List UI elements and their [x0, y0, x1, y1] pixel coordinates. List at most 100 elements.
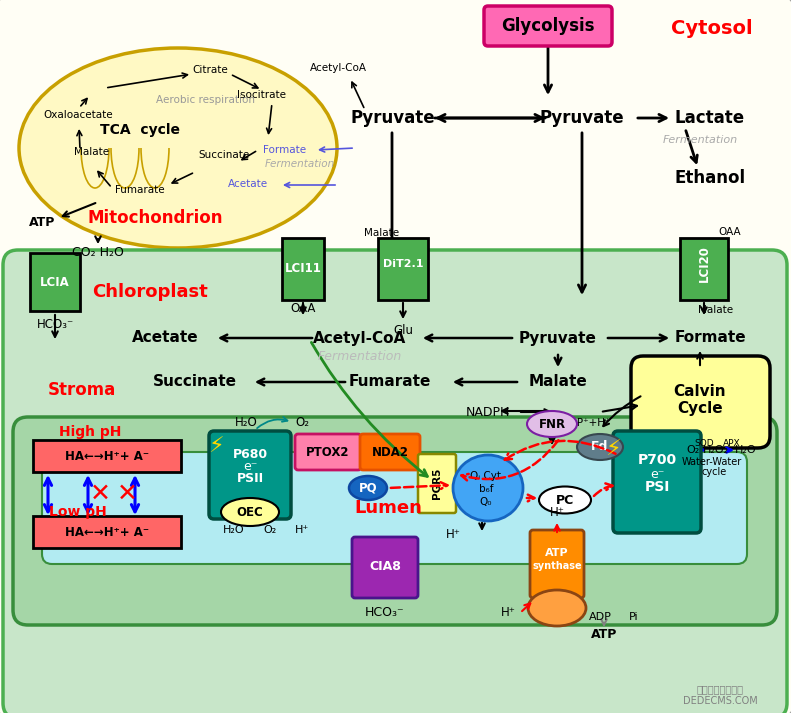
Text: O₂: O₂ — [295, 416, 309, 429]
Text: Acetyl-CoA: Acetyl-CoA — [309, 63, 366, 73]
Text: Citrate: Citrate — [192, 65, 228, 75]
Bar — [378, 238, 428, 300]
Text: Malate: Malate — [528, 374, 588, 389]
Text: PQ: PQ — [358, 481, 377, 495]
Text: Fermentation: Fermentation — [662, 135, 737, 145]
Text: ADP: ADP — [589, 612, 611, 622]
Text: Qᵢ Cyt: Qᵢ Cyt — [471, 471, 501, 481]
Text: Malate: Malate — [74, 147, 110, 157]
Bar — [30, 253, 80, 311]
Text: b₆f: b₆f — [479, 484, 494, 494]
Ellipse shape — [453, 455, 523, 521]
Text: H⁺: H⁺ — [295, 525, 309, 535]
FancyBboxPatch shape — [360, 434, 420, 470]
Text: Stroma: Stroma — [48, 381, 116, 399]
Text: Calvin
Cycle: Calvin Cycle — [674, 384, 726, 416]
Text: OEC: OEC — [237, 506, 263, 518]
Text: Malate: Malate — [698, 305, 733, 315]
Text: Fumarate: Fumarate — [349, 374, 431, 389]
Text: P680: P680 — [233, 448, 267, 461]
Text: CO₂ H₂O: CO₂ H₂O — [72, 245, 124, 259]
Ellipse shape — [349, 476, 387, 500]
FancyBboxPatch shape — [613, 431, 701, 533]
Text: LCI11: LCI11 — [285, 262, 321, 275]
Text: O₂: O₂ — [687, 445, 699, 455]
Text: Water-Water: Water-Water — [682, 457, 742, 467]
FancyBboxPatch shape — [418, 454, 456, 513]
Ellipse shape — [19, 48, 337, 248]
Text: H₂O₂: H₂O₂ — [703, 445, 729, 455]
Text: Pi: Pi — [629, 612, 639, 622]
Text: Lactate: Lactate — [675, 109, 745, 127]
Text: HA←→H⁺+ A⁻: HA←→H⁺+ A⁻ — [65, 449, 149, 463]
Text: cycle: cycle — [702, 467, 727, 477]
Text: Mitochondrion: Mitochondrion — [87, 209, 223, 227]
FancyBboxPatch shape — [530, 530, 584, 598]
Text: NADP⁺+H⁺: NADP⁺+H⁺ — [554, 418, 610, 428]
Text: O₂: O₂ — [263, 525, 277, 535]
Text: e⁻: e⁻ — [650, 468, 664, 481]
Text: Pyruvate: Pyruvate — [539, 109, 624, 127]
Text: FNR: FNR — [539, 418, 566, 431]
Text: Formate: Formate — [263, 145, 307, 155]
Text: ✕: ✕ — [116, 482, 138, 506]
Text: Formate: Formate — [674, 331, 746, 346]
Text: Aerobic respiration: Aerobic respiration — [156, 95, 255, 105]
Text: ATP: ATP — [545, 548, 569, 558]
Text: DiT2.1: DiT2.1 — [383, 259, 423, 269]
Bar — [282, 238, 324, 300]
Text: Pyruvate: Pyruvate — [519, 331, 597, 346]
FancyBboxPatch shape — [3, 250, 787, 713]
Text: LCI20: LCI20 — [698, 245, 710, 282]
Ellipse shape — [577, 434, 623, 460]
FancyBboxPatch shape — [42, 452, 747, 564]
Text: NADPH: NADPH — [466, 406, 510, 419]
Text: LCIA: LCIA — [40, 275, 70, 289]
Text: ⚡: ⚡ — [208, 437, 224, 457]
Text: synthase: synthase — [532, 561, 582, 571]
Text: Lumen: Lumen — [354, 499, 422, 517]
Text: PTOX2: PTOX2 — [306, 446, 350, 458]
Text: Acetate: Acetate — [228, 179, 268, 189]
Text: ✕: ✕ — [89, 482, 111, 506]
Text: ATP: ATP — [591, 628, 617, 642]
Text: Malate: Malate — [365, 228, 399, 238]
Text: Ethanol: Ethanol — [675, 169, 746, 187]
Text: OAA: OAA — [290, 302, 316, 314]
Ellipse shape — [527, 411, 577, 437]
FancyBboxPatch shape — [13, 417, 777, 625]
FancyBboxPatch shape — [295, 434, 361, 470]
Text: OAA: OAA — [719, 227, 741, 237]
Text: Fd: Fd — [592, 441, 609, 453]
Text: Glycolysis: Glycolysis — [501, 17, 595, 35]
Bar — [680, 238, 728, 300]
Text: Fermentation: Fermentation — [265, 159, 335, 169]
FancyBboxPatch shape — [209, 431, 291, 519]
Text: e⁻: e⁻ — [243, 459, 257, 473]
Text: Isocitrate: Isocitrate — [237, 90, 286, 100]
Ellipse shape — [528, 590, 586, 626]
Text: Acetyl-CoA: Acetyl-CoA — [313, 331, 407, 346]
Text: PSI: PSI — [645, 480, 670, 494]
Text: Pyruvate: Pyruvate — [350, 109, 435, 127]
Text: Succinate: Succinate — [199, 150, 250, 160]
Text: H₂O: H₂O — [735, 445, 757, 455]
Text: HA←→H⁺+ A⁻: HA←→H⁺+ A⁻ — [65, 525, 149, 538]
Bar — [33, 516, 181, 548]
Text: CIA8: CIA8 — [369, 560, 401, 573]
Text: Acetate: Acetate — [131, 331, 199, 346]
Text: HCO₃⁻: HCO₃⁻ — [365, 605, 405, 618]
Text: H⁺: H⁺ — [445, 528, 460, 541]
Text: SOD: SOD — [694, 438, 713, 448]
Text: PSII: PSII — [237, 471, 263, 485]
Text: Fumarate: Fumarate — [115, 185, 165, 195]
Text: Low pH: Low pH — [49, 505, 107, 519]
Text: High pH: High pH — [59, 425, 121, 439]
FancyBboxPatch shape — [631, 356, 770, 448]
Text: Chloroplast: Chloroplast — [92, 283, 208, 301]
Text: H₂O: H₂O — [223, 525, 244, 535]
FancyBboxPatch shape — [352, 537, 418, 598]
Text: ⚡: ⚡ — [605, 440, 621, 460]
Text: APX: APX — [723, 438, 741, 448]
Text: HCO₃⁻: HCO₃⁻ — [36, 319, 74, 332]
